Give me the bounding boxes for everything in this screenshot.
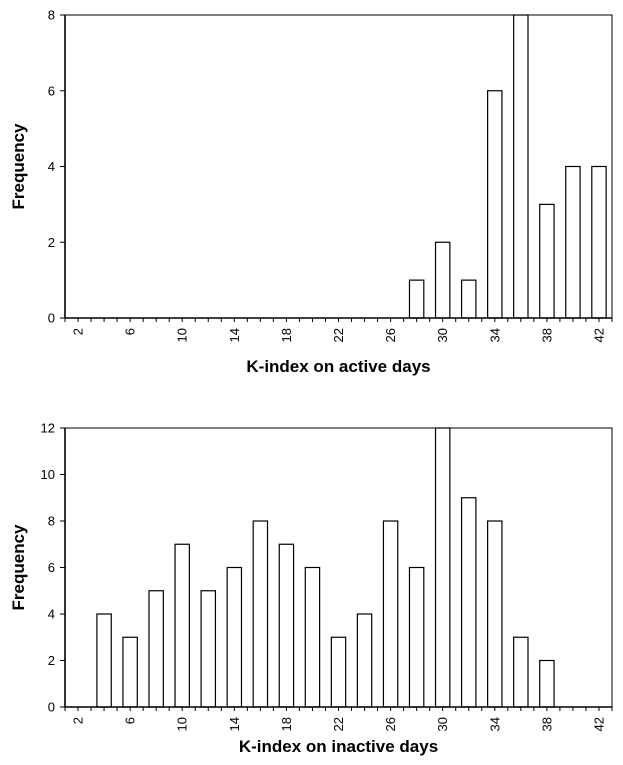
chart-2-bar-4: [96, 613, 112, 708]
chart-2-y-tick-label-6: 6: [48, 560, 55, 575]
chart-1-x-tick-label-22: 22: [331, 328, 346, 342]
chart-2-bar-12: [200, 590, 217, 708]
chart-2-bar-38: [539, 659, 555, 708]
chart-2-bar-26: [382, 520, 399, 708]
chart-1-bar-36: [513, 14, 529, 319]
chart-1-x-tick-label-6: 6: [123, 328, 138, 335]
chart-1-x-tick-label-42: 42: [591, 328, 606, 342]
chart-2-bar-34: [487, 520, 503, 708]
chart-1-bar-32: [460, 279, 477, 319]
chart-2-y-tick-label-4: 4: [48, 607, 55, 622]
chart-2-bar-16: [252, 520, 269, 708]
chart-2-x-tick-label-10: 10: [175, 717, 190, 731]
chart-2-bar-14: [226, 566, 243, 708]
chart-2-x-tick-label-38: 38: [539, 717, 554, 731]
chart-1-y-tick-label-0: 0: [48, 311, 55, 326]
chart-2-bar-24: [356, 613, 373, 708]
chart-2-bar-28: [408, 566, 425, 708]
chart-1-bar-30: [434, 241, 451, 319]
chart-2-x-tick-label-14: 14: [227, 717, 242, 731]
chart-2-x-tick-label-22: 22: [331, 717, 346, 731]
chart-1-x-tick-label-34: 34: [487, 328, 502, 342]
chart-1-x-tick-label-26: 26: [383, 328, 398, 342]
chart-1-bar-42: [591, 165, 607, 319]
chart-1-x-tick-label-14: 14: [227, 328, 242, 342]
chart-2-y-tick-label-0: 0: [48, 700, 55, 715]
chart-1-y-axis-title: Frequency: [9, 123, 28, 210]
chart-2-x-axis-title: K-index on inactive days: [239, 737, 438, 756]
chart-2-y-tick-label-12: 12: [41, 421, 55, 436]
chart-1-x-tick-label-10: 10: [175, 328, 190, 342]
chart-2-bar-18: [278, 543, 295, 708]
chart-2-x-tick-label-26: 26: [383, 717, 398, 731]
chart-2-x-tick-label-34: 34: [487, 717, 502, 731]
chart-2-x-tick-label-30: 30: [435, 717, 450, 731]
chart-1-x-tick-label-18: 18: [279, 328, 294, 342]
chart-2-x-tick-label-18: 18: [279, 717, 294, 731]
chart-2-y-tick-label-8: 8: [48, 514, 55, 529]
chart-2-y-tick-label-10: 10: [41, 467, 55, 482]
chart-2-bar-10: [174, 543, 190, 708]
chart-2-x-tick-label-6: 6: [123, 717, 138, 724]
chart-1-bar-38: [539, 203, 555, 319]
chart-2-bar-8: [148, 590, 164, 708]
chart-2-bar-22: [330, 636, 347, 708]
chart-1-x-tick-label-2: 2: [71, 328, 86, 335]
chart-1-bar-40: [565, 165, 581, 319]
chart-2-bar-32: [460, 497, 477, 708]
chart-1-y-tick-label-2: 2: [48, 235, 55, 250]
chart-2-bar-20: [304, 566, 321, 708]
chart-2-x-tick-label-42: 42: [591, 717, 606, 731]
chart-1-y-tick-label-6: 6: [48, 83, 55, 98]
chart-2-bar-6: [122, 636, 138, 708]
chart-1-x-axis-title: K-index on active days: [246, 357, 430, 376]
chart-2-bar-36: [513, 636, 529, 708]
chart-1-plot-frame: [64, 14, 613, 319]
chart-1-bar-28: [408, 279, 425, 319]
chart-1-x-tick-label-38: 38: [539, 328, 554, 342]
chart-2-y-tick-label-2: 2: [48, 653, 55, 668]
chart-1-bar-34: [487, 90, 503, 319]
chart-2-bar-30: [434, 427, 451, 708]
chart-1-y-tick-label-8: 8: [48, 8, 55, 23]
chart-1-x-tick-label-30: 30: [435, 328, 450, 342]
chart-2-y-axis-title: Frequency: [9, 524, 28, 611]
chart-2-x-tick-label-2: 2: [71, 717, 86, 724]
chart-1-y-tick-label-4: 4: [48, 159, 55, 174]
